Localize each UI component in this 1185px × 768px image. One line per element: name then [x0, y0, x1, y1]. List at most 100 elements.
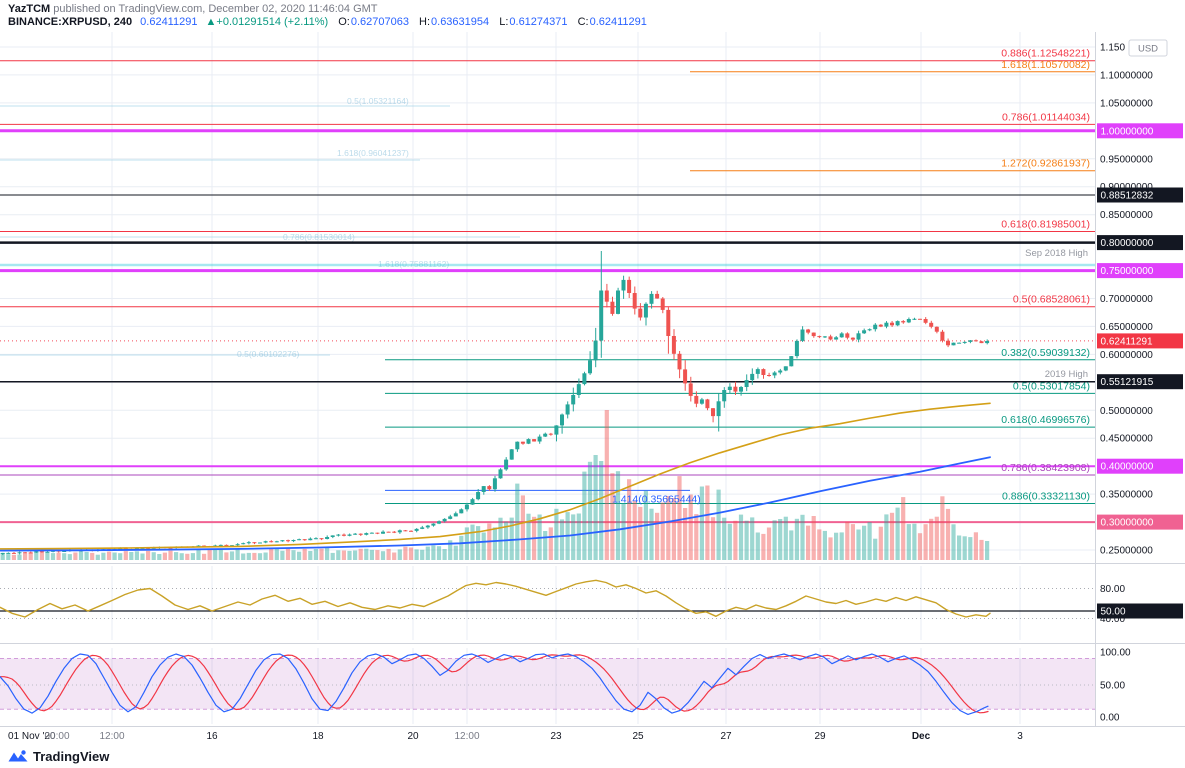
price-badge-text: 0.80000000 — [1101, 238, 1154, 249]
price-tick: 0.35000000 — [1100, 490, 1153, 501]
volume-bar — [867, 522, 872, 560]
volume-bar — [766, 527, 772, 560]
candle-body — [425, 525, 430, 528]
candle-body — [492, 478, 497, 490]
volume-bar — [694, 514, 699, 560]
volume-bar — [436, 546, 442, 560]
candle-body — [694, 395, 699, 404]
volume-bar — [325, 547, 330, 560]
candle-body — [565, 404, 570, 415]
volume-bar — [889, 512, 895, 560]
candle-body — [761, 369, 766, 375]
candle-body — [968, 340, 973, 342]
volume-bar — [23, 553, 28, 560]
volume-bar — [705, 485, 710, 560]
time-tick: 3 — [1017, 731, 1023, 742]
candle-body — [543, 433, 548, 437]
volume-bar — [476, 526, 481, 560]
volume-bar — [520, 495, 525, 560]
byline: YazTCM published on TradingView.com, Dec… — [8, 0, 1185, 15]
candle-body — [548, 433, 553, 435]
tradingview-icon — [8, 750, 28, 762]
candle-body — [895, 321, 900, 326]
candles-layer[interactable] — [0, 251, 990, 556]
volume-bar — [973, 532, 978, 560]
volume-bar — [56, 552, 61, 560]
volume-bar — [582, 471, 587, 560]
candle-body — [347, 534, 352, 536]
low-label: L: — [499, 16, 509, 28]
volume-bar — [627, 479, 632, 560]
fib-label: 0.786(1.01144034) — [1002, 111, 1090, 123]
candle-body — [280, 540, 285, 542]
candle-body — [677, 353, 682, 370]
candle-body — [671, 336, 676, 354]
candle-body — [554, 425, 559, 435]
volume-bar — [358, 548, 363, 560]
candle-body — [940, 331, 945, 341]
volume-bar — [78, 551, 84, 560]
candle-body — [621, 279, 626, 291]
volume-bar — [738, 514, 744, 560]
candle-body — [582, 373, 587, 385]
candle-body — [252, 542, 257, 544]
candle-body — [369, 532, 374, 534]
volume-bar — [386, 548, 391, 560]
candle-body — [509, 449, 514, 460]
candle-body — [218, 544, 223, 546]
currency-toggle[interactable]: USD — [1128, 39, 1168, 57]
candle-body — [744, 380, 749, 387]
candle-body — [34, 551, 39, 553]
volume-bar — [392, 552, 397, 560]
candle-body — [845, 333, 850, 338]
stoch-tick: 0.00 — [1100, 713, 1120, 724]
volume-bar — [498, 517, 503, 560]
tradingview-logo[interactable]: TradingView — [8, 748, 109, 764]
volume-bar — [811, 516, 816, 560]
ghost-fib-label: 1.618(0.75881162) — [378, 259, 449, 269]
candle-body — [442, 518, 447, 522]
candle-body — [688, 383, 693, 396]
volume-bar — [722, 517, 727, 560]
volume-bar — [263, 552, 268, 560]
candle-body — [235, 544, 240, 546]
volume-bar — [297, 551, 302, 560]
grid-layer — [0, 32, 1095, 724]
price-tick: 0.25000000 — [1100, 546, 1153, 557]
candle-body — [722, 390, 727, 402]
open-label: O: — [338, 16, 350, 28]
candle-body — [929, 322, 934, 327]
tradingview-brand-text: TradingView — [33, 748, 110, 764]
volume-bar — [727, 523, 732, 560]
candle-body — [962, 341, 967, 343]
volume-bar — [202, 553, 207, 560]
candle-body — [258, 542, 262, 544]
rsi-badge — [1097, 603, 1183, 619]
volume-bar — [599, 461, 604, 560]
fib-label: 0.786(0.38423908) — [1001, 462, 1090, 474]
candle-body — [666, 309, 671, 336]
volume-bar — [420, 549, 425, 560]
price-badge — [1097, 263, 1183, 279]
candle-body — [834, 337, 839, 340]
volume-bar — [380, 551, 386, 560]
candle-body — [341, 534, 346, 536]
volume-bar — [11, 554, 16, 560]
byline-text: published on TradingView.com, December 0… — [50, 3, 378, 15]
volume-bar — [951, 524, 956, 560]
volume-bar — [666, 495, 671, 560]
candle-body — [946, 340, 950, 346]
volume-bar — [912, 523, 917, 560]
price-scale[interactable]: 1.1501.100000001.050000000.950000000.900… — [1097, 43, 1183, 557]
fib-label: 1.414(0.35665444) — [612, 493, 701, 505]
volume-bar — [414, 549, 419, 560]
volume-bar — [621, 503, 626, 560]
volume-bar — [408, 547, 414, 560]
time-tick: 20 — [407, 731, 419, 742]
rsi-tick: 40.00 — [1100, 614, 1125, 625]
candle-body — [375, 532, 380, 534]
volume-bar — [638, 506, 643, 560]
stoch-k-line — [0, 653, 989, 716]
